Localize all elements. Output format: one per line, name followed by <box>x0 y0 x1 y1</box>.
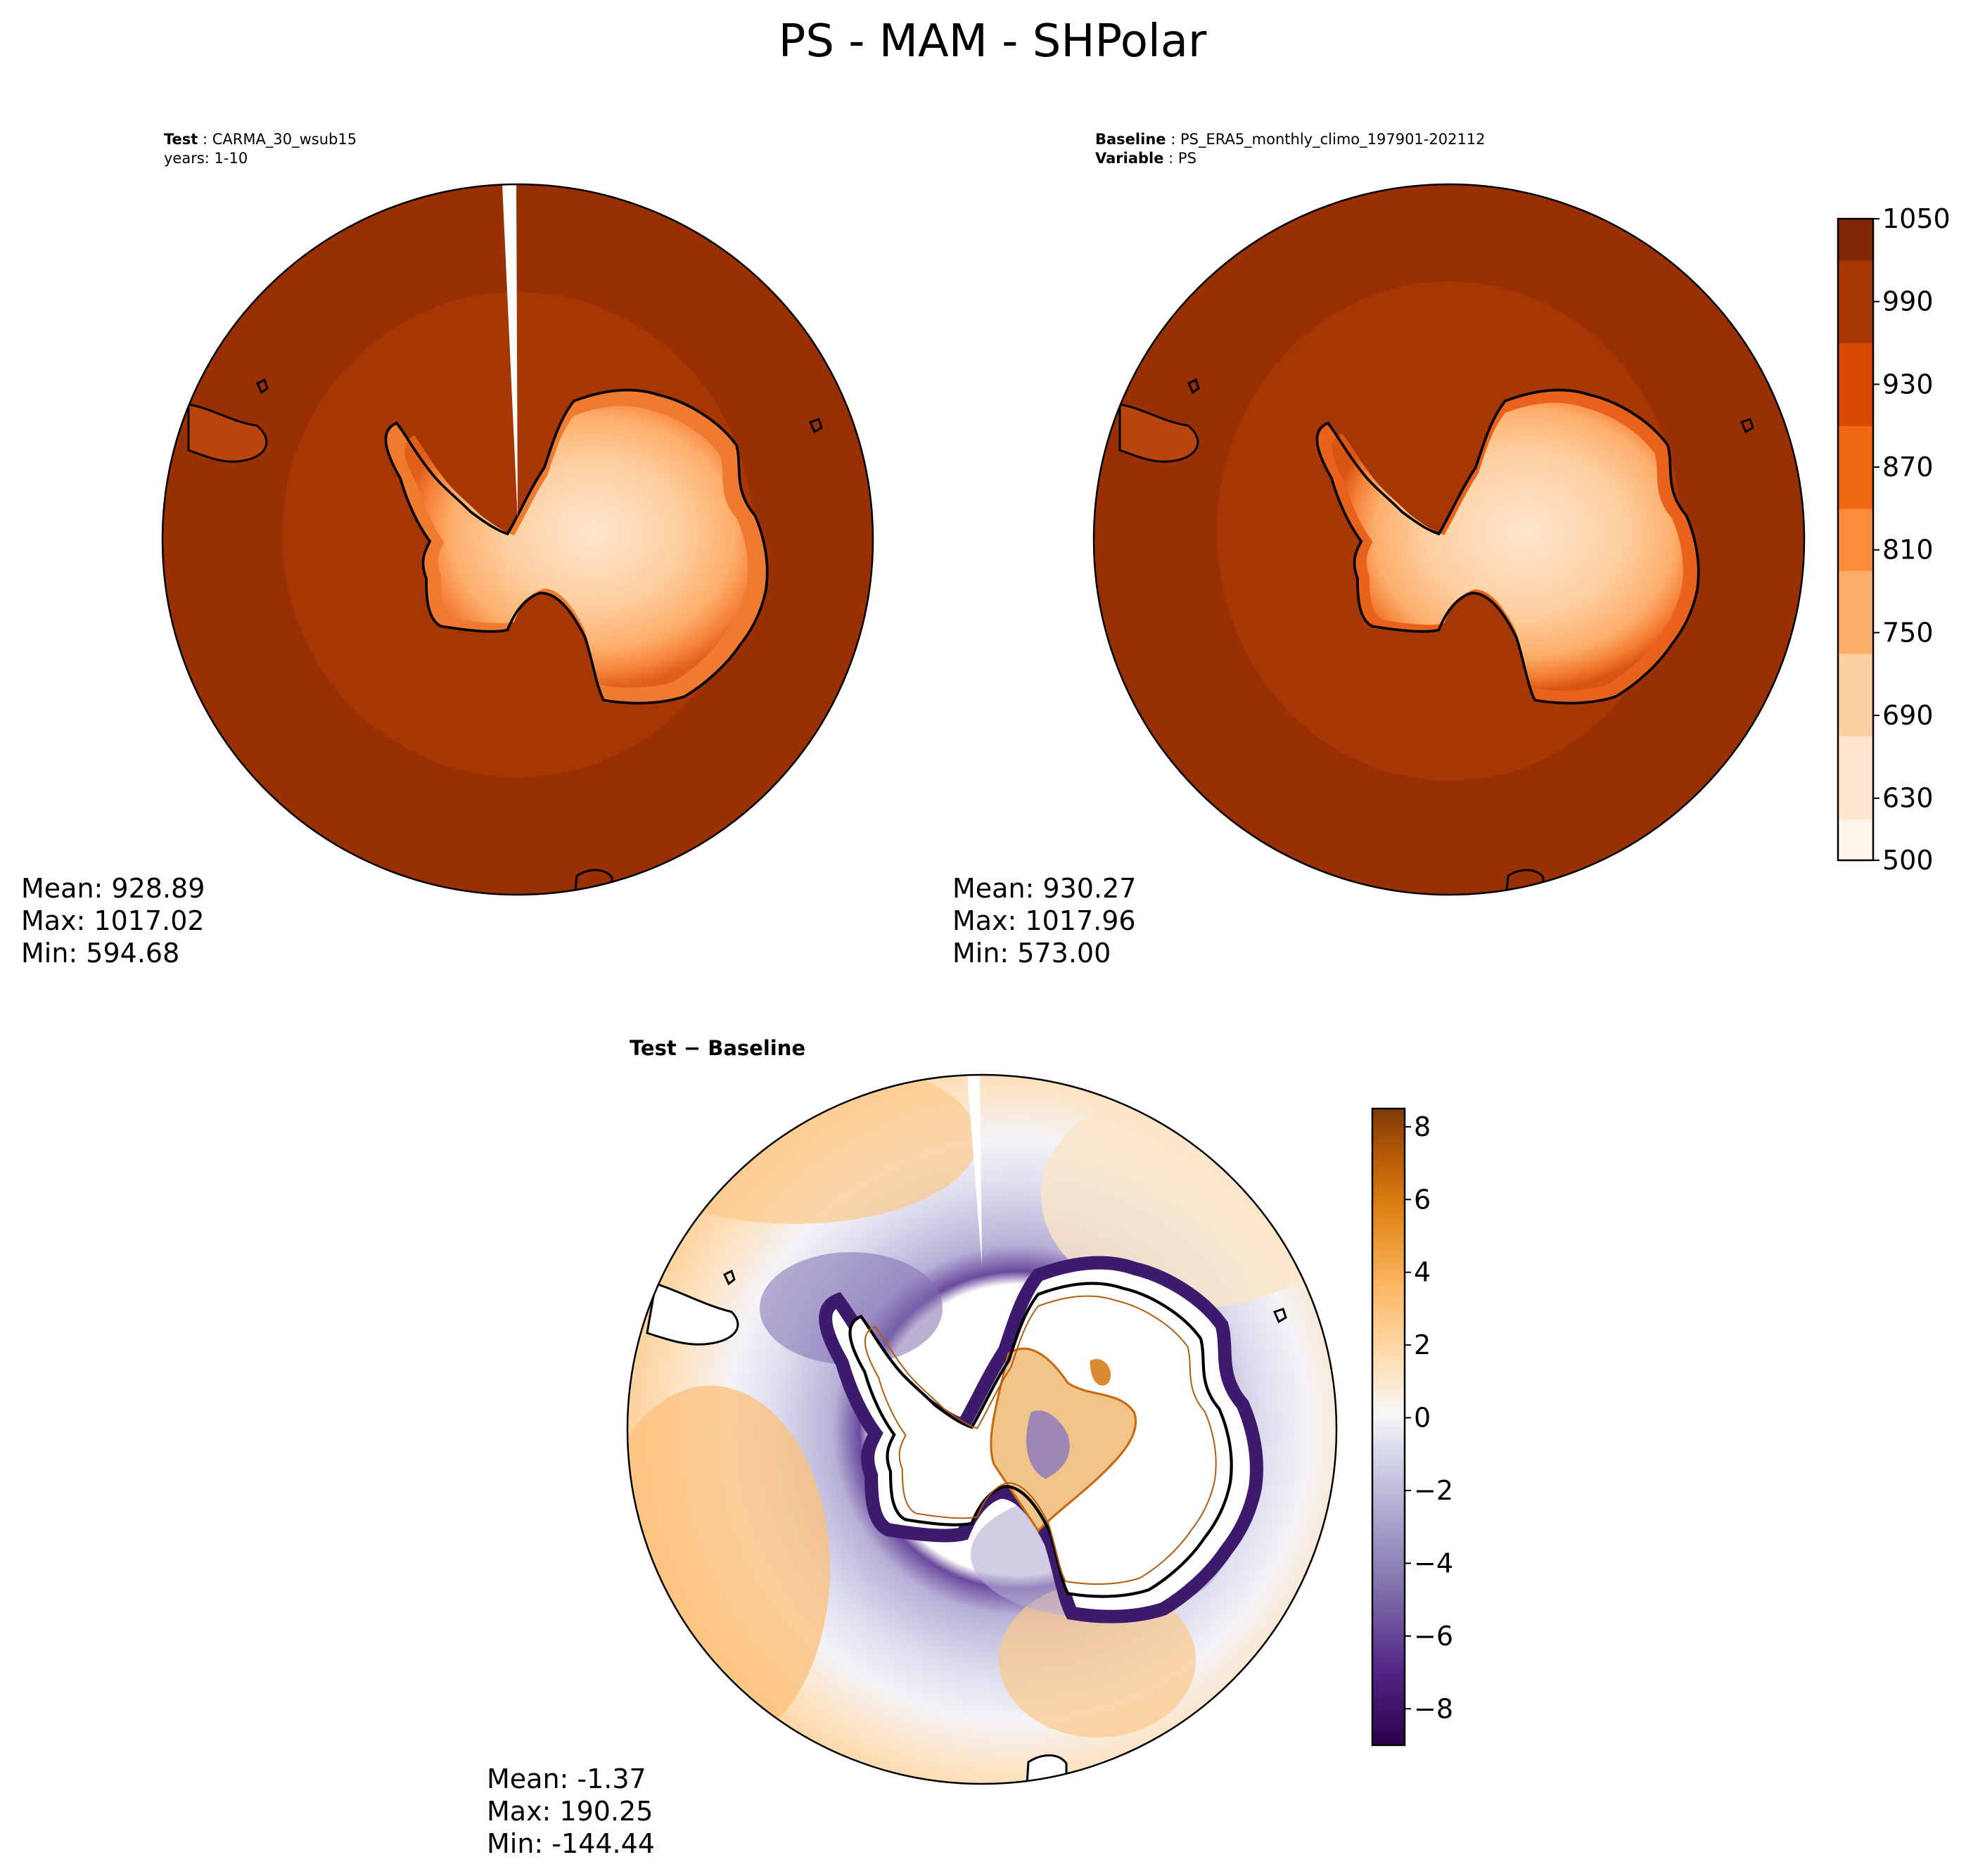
diff-colorbar-tick-label: −8 <box>1414 1693 1453 1724</box>
diff-south-america <box>646 1282 739 1346</box>
test-map <box>162 184 873 895</box>
abs-colorbar-tick-label: 750 <box>1882 617 1934 648</box>
baseline-south-america <box>1118 403 1199 463</box>
baseline-header-value: PS_ERA5_monthly_climo_197901-202112 <box>1180 131 1486 148</box>
abs-colorbar-tick-label: 870 <box>1882 452 1934 483</box>
diff-colorbar-tick-label: 0 <box>1414 1403 1431 1434</box>
abs-colorbar-band <box>1838 239 1873 261</box>
test-header-years: years: 1-10 <box>164 150 248 167</box>
test-header-value: CARMA_30_wsub15 <box>212 131 357 148</box>
abs-colorbar: 500 630 690 750 810 870 930 990 1050 <box>1837 203 1951 876</box>
abs-colorbar-band <box>1838 301 1873 323</box>
diff-colorbar-tick-label: 2 <box>1414 1329 1431 1360</box>
panel-diff: Test − Baseline Me <box>487 1036 1453 1859</box>
test-missing-wedge <box>502 184 518 521</box>
abs-colorbar-band <box>1838 819 1873 841</box>
abs-colorbar-band <box>1838 260 1873 281</box>
diff-colorbar: −8 −6 −4 −2 0 2 4 6 8 <box>1371 1107 1453 1747</box>
panel-baseline: Baseline : PS_ERA5_monthly_climo_197901-… <box>952 131 1951 969</box>
abs-colorbar-band <box>1838 508 1873 530</box>
abs-colorbar-band <box>1838 446 1873 468</box>
abs-colorbar-band <box>1838 467 1873 489</box>
abs-colorbar-band <box>1838 426 1873 447</box>
abs-colorbar-band <box>1838 756 1873 778</box>
diff-colorbar-tick-label: −2 <box>1414 1475 1453 1506</box>
diff-stat-mean: Mean: -1.37 <box>487 1763 646 1794</box>
panel-test: Test : CARMA_30_wsub15 years: 1-10 Mean:… <box>21 131 874 969</box>
abs-colorbar-band <box>1838 694 1873 716</box>
abs-colorbar-band <box>1838 611 1873 633</box>
diff-map <box>627 1075 1336 1784</box>
baseline-header-key: Baseline <box>1095 131 1166 148</box>
abs-colorbar-band <box>1838 777 1873 799</box>
test-stat-mean: Mean: 928.89 <box>21 873 205 904</box>
abs-colorbar-band <box>1838 632 1873 654</box>
baseline-variable-value: PS <box>1178 150 1196 167</box>
diff-colorbar-tick-label: −4 <box>1414 1548 1453 1578</box>
abs-colorbar-tick-label: 990 <box>1882 286 1934 317</box>
diff-colorbar-tick-label: 8 <box>1414 1111 1431 1142</box>
baseline-stat-min: Min: 573.00 <box>952 938 1111 969</box>
abs-colorbar-tick-label: 630 <box>1882 783 1934 814</box>
abs-colorbar-band <box>1838 736 1873 758</box>
abs-colorbar-band <box>1838 487 1873 509</box>
abs-colorbar-band <box>1838 798 1873 819</box>
abs-colorbar-band <box>1838 549 1873 571</box>
diff-colorbar-tick-label: −6 <box>1414 1621 1453 1652</box>
diff-stat-min: Min: -144.44 <box>487 1828 655 1859</box>
abs-colorbar-band <box>1838 363 1873 385</box>
abs-colorbar-band <box>1838 404 1873 426</box>
abs-colorbar-band <box>1838 343 1873 364</box>
abs-colorbar-band <box>1838 281 1873 302</box>
baseline-stat-max: Max: 1017.96 <box>952 905 1136 936</box>
diff-stat-max: Max: 190.25 <box>487 1796 653 1827</box>
abs-colorbar-tick-label: 500 <box>1882 845 1934 876</box>
diff-colorbar-tick-label: 4 <box>1414 1257 1431 1288</box>
abs-colorbar-band <box>1838 674 1873 696</box>
abs-colorbar-band <box>1838 591 1873 613</box>
abs-colorbar-band <box>1838 570 1873 592</box>
baseline-header-line2: Variable : PS <box>1095 150 1196 167</box>
test-header-key: Test <box>164 131 198 148</box>
abs-colorbar-band <box>1838 529 1873 551</box>
abs-colorbar-band <box>1838 219 1873 241</box>
abs-colorbar-tick-label: 690 <box>1882 700 1934 731</box>
abs-colorbar-tick-label: 930 <box>1882 369 1934 400</box>
abs-colorbar-band <box>1838 715 1873 737</box>
test-header-line1: Test : CARMA_30_wsub15 <box>164 131 357 148</box>
abs-colorbar-band <box>1838 322 1873 344</box>
diff-missing-wedge <box>967 1075 982 1266</box>
abs-colorbar-band <box>1838 653 1873 675</box>
baseline-variable-key: Variable <box>1095 150 1163 167</box>
baseline-stat-mean: Mean: 930.27 <box>952 873 1136 904</box>
test-south-america <box>187 403 268 463</box>
diff-header: Test − Baseline <box>630 1036 805 1060</box>
diff-colorbar-tick-label: 6 <box>1414 1184 1431 1215</box>
test-stat-min: Min: 594.68 <box>21 938 179 969</box>
abs-colorbar-band <box>1838 384 1873 406</box>
baseline-map <box>1094 184 1804 895</box>
baseline-header-line1: Baseline : PS_ERA5_monthly_climo_197901-… <box>1095 131 1486 148</box>
abs-colorbar-tick-label: 1050 <box>1882 203 1951 234</box>
figure-title: PS - MAM - SHPolar <box>779 15 1207 68</box>
abs-colorbar-tick-label: 810 <box>1882 535 1934 566</box>
test-stat-max: Max: 1017.02 <box>21 905 205 936</box>
abs-colorbar-band <box>1838 839 1873 861</box>
